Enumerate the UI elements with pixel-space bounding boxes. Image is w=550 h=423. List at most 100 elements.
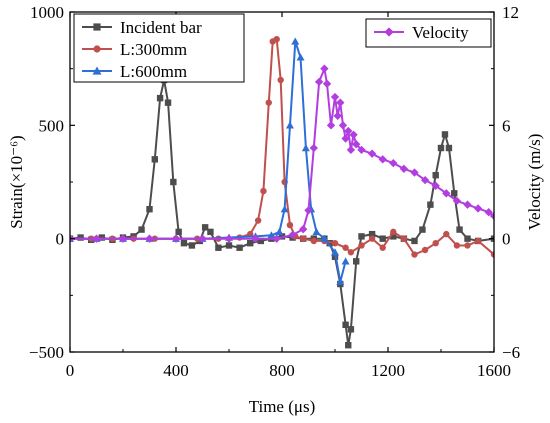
- legend-label: Velocity: [412, 23, 469, 42]
- data-point: [180, 240, 188, 247]
- data-point: [368, 230, 376, 238]
- legend-entry: Incident bar: [82, 18, 202, 37]
- legend-swatch-marker: [93, 45, 101, 53]
- data-point: [277, 76, 284, 84]
- data-point: [247, 240, 254, 247]
- x-tick-label: 800: [269, 361, 295, 380]
- data-point: [275, 227, 284, 236]
- data-point: [367, 149, 377, 158]
- data-point: [225, 242, 233, 249]
- x-tick-label: 1200: [371, 361, 405, 380]
- legend-swatch-marker: [384, 27, 394, 37]
- data-point: [420, 175, 430, 185]
- series-line: [70, 67, 494, 240]
- legend-label: L:300mm: [120, 40, 187, 59]
- data-point: [175, 228, 182, 236]
- data-point: [257, 237, 264, 245]
- data-point: [251, 234, 260, 243]
- data-point: [188, 242, 196, 249]
- legend-layer: Incident bar L:300mm L:600mm Velocity: [73, 13, 492, 83]
- data-point: [77, 234, 84, 241]
- data-point: [410, 168, 419, 177]
- legend-label: Incident bar: [120, 18, 202, 37]
- x-tick-label: 0: [66, 361, 75, 380]
- data-point: [451, 190, 458, 197]
- y-left-tick-label: 0: [56, 230, 65, 249]
- data-point: [456, 226, 463, 233]
- data-point: [345, 342, 352, 349]
- x-axis-title: Time (μs): [249, 397, 316, 416]
- data-point: [171, 234, 181, 243]
- data-point: [92, 234, 101, 243]
- data-point: [411, 251, 418, 258]
- data-point: [267, 231, 276, 239]
- data-point: [285, 121, 294, 129]
- data-point: [272, 234, 281, 243]
- data-point: [346, 145, 356, 155]
- data-point: [484, 208, 493, 217]
- data-point: [314, 77, 324, 87]
- data-point: [342, 321, 349, 328]
- data-point: [443, 230, 450, 238]
- data-point: [326, 240, 333, 247]
- data-point: [352, 140, 361, 149]
- data-point: [421, 246, 429, 254]
- data-point: [464, 235, 471, 242]
- data-point: [390, 233, 397, 240]
- ticks-layer: [69, 11, 495, 353]
- data-point: [347, 249, 355, 256]
- data-point: [464, 242, 471, 249]
- data-point: [278, 233, 286, 240]
- data-point: [330, 92, 340, 102]
- data-point: [156, 94, 164, 102]
- data-point: [336, 277, 345, 285]
- data-point: [201, 224, 209, 231]
- data-point: [280, 205, 289, 213]
- data-point: [368, 235, 376, 242]
- y-right-tick-label: 12: [502, 3, 519, 22]
- data-point: [490, 251, 494, 258]
- data-point: [353, 258, 360, 265]
- data-point: [215, 244, 222, 251]
- data-point: [146, 206, 153, 213]
- series-layer: [70, 36, 494, 349]
- data-point: [427, 201, 434, 208]
- legend-left: Incident bar L:300mm L:600mm: [73, 13, 245, 83]
- data-point: [118, 234, 128, 243]
- data-point: [224, 234, 234, 243]
- data-point: [390, 228, 397, 236]
- legend-swatch-marker: [92, 66, 102, 75]
- data-point: [331, 240, 339, 247]
- data-point: [336, 98, 345, 107]
- data-point: [347, 326, 355, 333]
- data-point: [164, 99, 172, 106]
- data-point: [437, 144, 445, 152]
- data-point: [273, 36, 280, 43]
- x-tick-label: 400: [163, 361, 189, 380]
- data-point: [138, 226, 145, 233]
- legend-entry: L:300mm: [82, 40, 187, 59]
- data-point: [341, 257, 350, 265]
- data-point: [331, 248, 339, 256]
- data-point: [265, 99, 272, 106]
- data-point: [300, 235, 307, 242]
- data-point: [299, 225, 308, 234]
- data-point: [98, 234, 105, 241]
- data-point: [349, 130, 358, 139]
- data-point: [379, 235, 386, 242]
- data-point: [342, 244, 349, 251]
- x-tick-label: 1600: [477, 361, 511, 380]
- data-point: [357, 145, 366, 155]
- data-point: [419, 226, 426, 233]
- legend-right: Velocity: [365, 18, 492, 48]
- legend-entry: L:600mm: [82, 62, 187, 81]
- data-point: [312, 227, 321, 236]
- data-point: [170, 178, 177, 186]
- legend-entry: Velocity: [374, 23, 469, 42]
- legend-swatch-marker: [93, 23, 101, 31]
- data-point: [389, 158, 398, 168]
- data-point: [445, 144, 453, 152]
- data-point: [326, 121, 336, 130]
